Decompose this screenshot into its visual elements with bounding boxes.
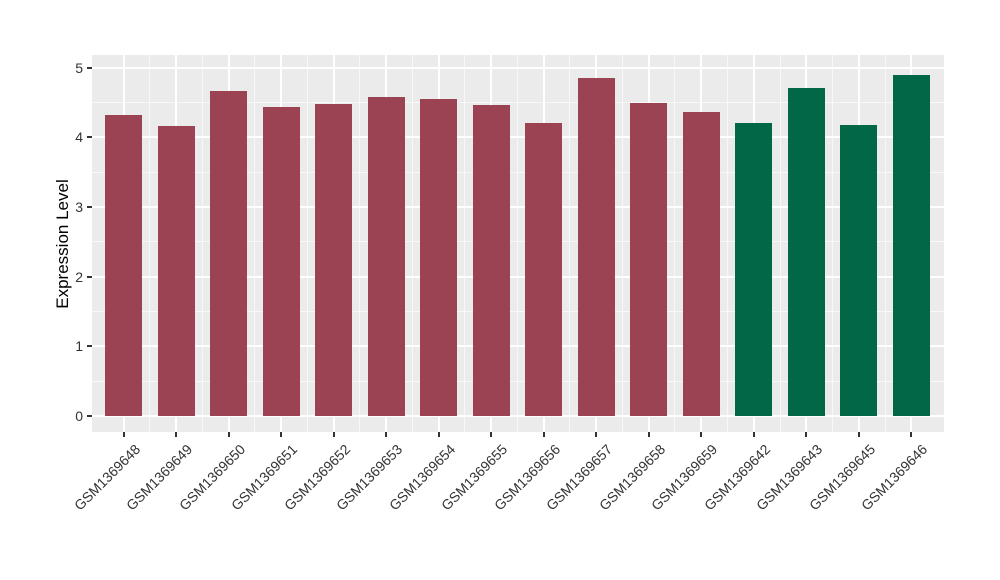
bar-GSM1369649 xyxy=(157,126,195,416)
y-tick-label: 3 xyxy=(75,198,83,215)
gridline-major-h xyxy=(92,275,944,278)
y-tick-mark xyxy=(87,205,92,208)
x-tick-mark xyxy=(595,432,598,437)
x-tick-mark xyxy=(805,432,808,437)
gridline-major-h xyxy=(92,66,944,69)
gridline-minor-v xyxy=(779,55,781,432)
bar-GSM1369645 xyxy=(840,124,878,416)
x-tick-mark xyxy=(857,432,860,437)
gridline-minor-h xyxy=(92,171,944,173)
chart-panel xyxy=(92,55,944,432)
gridline-minor-h xyxy=(92,380,944,382)
bar-GSM1369658 xyxy=(630,103,668,416)
y-tick-label: 4 xyxy=(75,129,83,146)
gridline-minor-v xyxy=(306,55,308,432)
y-tick-mark xyxy=(87,415,92,417)
x-tick-mark xyxy=(647,432,650,437)
y-tick-mark xyxy=(87,275,92,278)
bar-GSM1369648 xyxy=(105,114,142,416)
gridline-minor-h xyxy=(92,101,944,103)
gridline-major-h xyxy=(92,415,944,417)
gridline-minor-v xyxy=(254,55,256,432)
x-tick-mark xyxy=(700,432,703,437)
x-tick-mark xyxy=(332,432,335,437)
gridline-minor-v xyxy=(621,55,623,432)
gridline-major-h xyxy=(92,136,944,139)
x-tick-mark xyxy=(542,432,545,437)
x-tick-mark xyxy=(752,432,755,437)
bar-GSM1369642 xyxy=(735,123,773,416)
x-tick-mark xyxy=(385,432,388,437)
x-tick-mark xyxy=(910,432,913,437)
gridline-minor-v xyxy=(464,55,466,432)
x-tick-mark xyxy=(490,432,493,437)
bar-GSM1369657 xyxy=(577,77,615,416)
y-tick-mark xyxy=(87,66,92,69)
gridline-minor-v xyxy=(359,55,361,432)
bar-GSM1369653 xyxy=(367,96,405,416)
x-tick-mark xyxy=(437,432,440,437)
gridline-minor-h xyxy=(92,310,944,312)
gridline-minor-v xyxy=(516,55,518,432)
y-tick-label: 5 xyxy=(75,59,83,76)
bar-GSM1369646 xyxy=(892,75,930,416)
x-tick-mark xyxy=(175,432,178,437)
y-tick-label: 0 xyxy=(75,408,83,424)
gridline-minor-v xyxy=(201,55,203,432)
y-tick-label: 1 xyxy=(75,338,83,355)
gridline-major-h xyxy=(92,345,944,348)
gridline-major-h xyxy=(92,205,944,208)
bar-GSM1369655 xyxy=(472,105,510,416)
gridline-minor-v xyxy=(149,55,151,432)
y-tick-mark xyxy=(87,136,92,139)
bar-GSM1369652 xyxy=(315,104,353,416)
gridline-minor-v xyxy=(832,55,834,432)
bar-GSM1369654 xyxy=(420,98,458,416)
x-tick-mark xyxy=(122,432,125,437)
y-tick-mark xyxy=(87,345,92,348)
bar-GSM1369650 xyxy=(210,90,248,416)
gridline-minor-v xyxy=(726,55,728,432)
bar-GSM1369656 xyxy=(525,123,563,416)
gridline-minor-v xyxy=(884,55,886,432)
bar-GSM1369659 xyxy=(682,112,720,416)
x-tick-mark xyxy=(227,432,230,437)
gridline-minor-v xyxy=(411,55,413,432)
bar-GSM1369651 xyxy=(262,106,300,416)
y-tick-label: 2 xyxy=(75,268,83,285)
gridline-minor-v xyxy=(674,55,676,432)
x-tick-mark xyxy=(280,432,283,437)
gridline-minor-h xyxy=(92,241,944,243)
gridline-minor-v xyxy=(569,55,571,432)
bar-GSM1369643 xyxy=(787,87,825,416)
